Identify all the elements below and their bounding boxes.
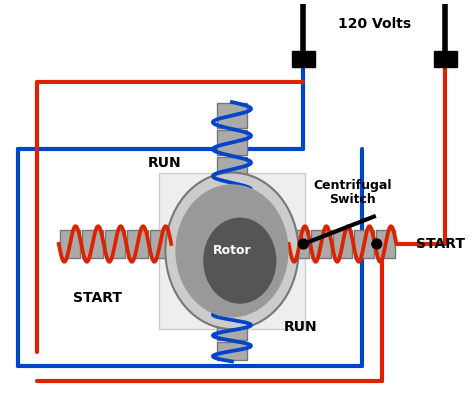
Bar xyxy=(128,230,147,258)
Text: RUN: RUN xyxy=(147,156,181,170)
Bar xyxy=(217,321,246,340)
Bar xyxy=(105,230,125,258)
Bar xyxy=(376,230,395,258)
Bar xyxy=(292,51,315,67)
Bar xyxy=(217,184,246,209)
Bar xyxy=(333,230,352,258)
Circle shape xyxy=(372,239,382,249)
Text: START: START xyxy=(73,291,122,305)
Bar xyxy=(217,130,246,154)
Bar xyxy=(150,230,170,258)
Bar xyxy=(434,51,457,67)
Text: RUN: RUN xyxy=(284,320,318,334)
Bar xyxy=(82,230,102,258)
Bar xyxy=(217,103,246,128)
Bar xyxy=(217,300,246,319)
Bar xyxy=(217,342,246,360)
Ellipse shape xyxy=(175,184,289,318)
Text: Rotor: Rotor xyxy=(213,245,251,257)
Bar xyxy=(217,157,246,181)
Text: Centrifugal: Centrifugal xyxy=(313,179,392,192)
Ellipse shape xyxy=(203,218,276,304)
Bar xyxy=(355,230,374,258)
Text: 120 Volts: 120 Volts xyxy=(337,17,411,31)
Text: Switch: Switch xyxy=(329,194,376,207)
Bar xyxy=(159,173,305,329)
Ellipse shape xyxy=(165,173,299,329)
Bar xyxy=(290,230,309,258)
Text: START: START xyxy=(416,237,465,251)
Bar xyxy=(60,230,80,258)
Bar xyxy=(217,279,246,298)
Bar xyxy=(311,230,331,258)
Circle shape xyxy=(299,239,308,249)
